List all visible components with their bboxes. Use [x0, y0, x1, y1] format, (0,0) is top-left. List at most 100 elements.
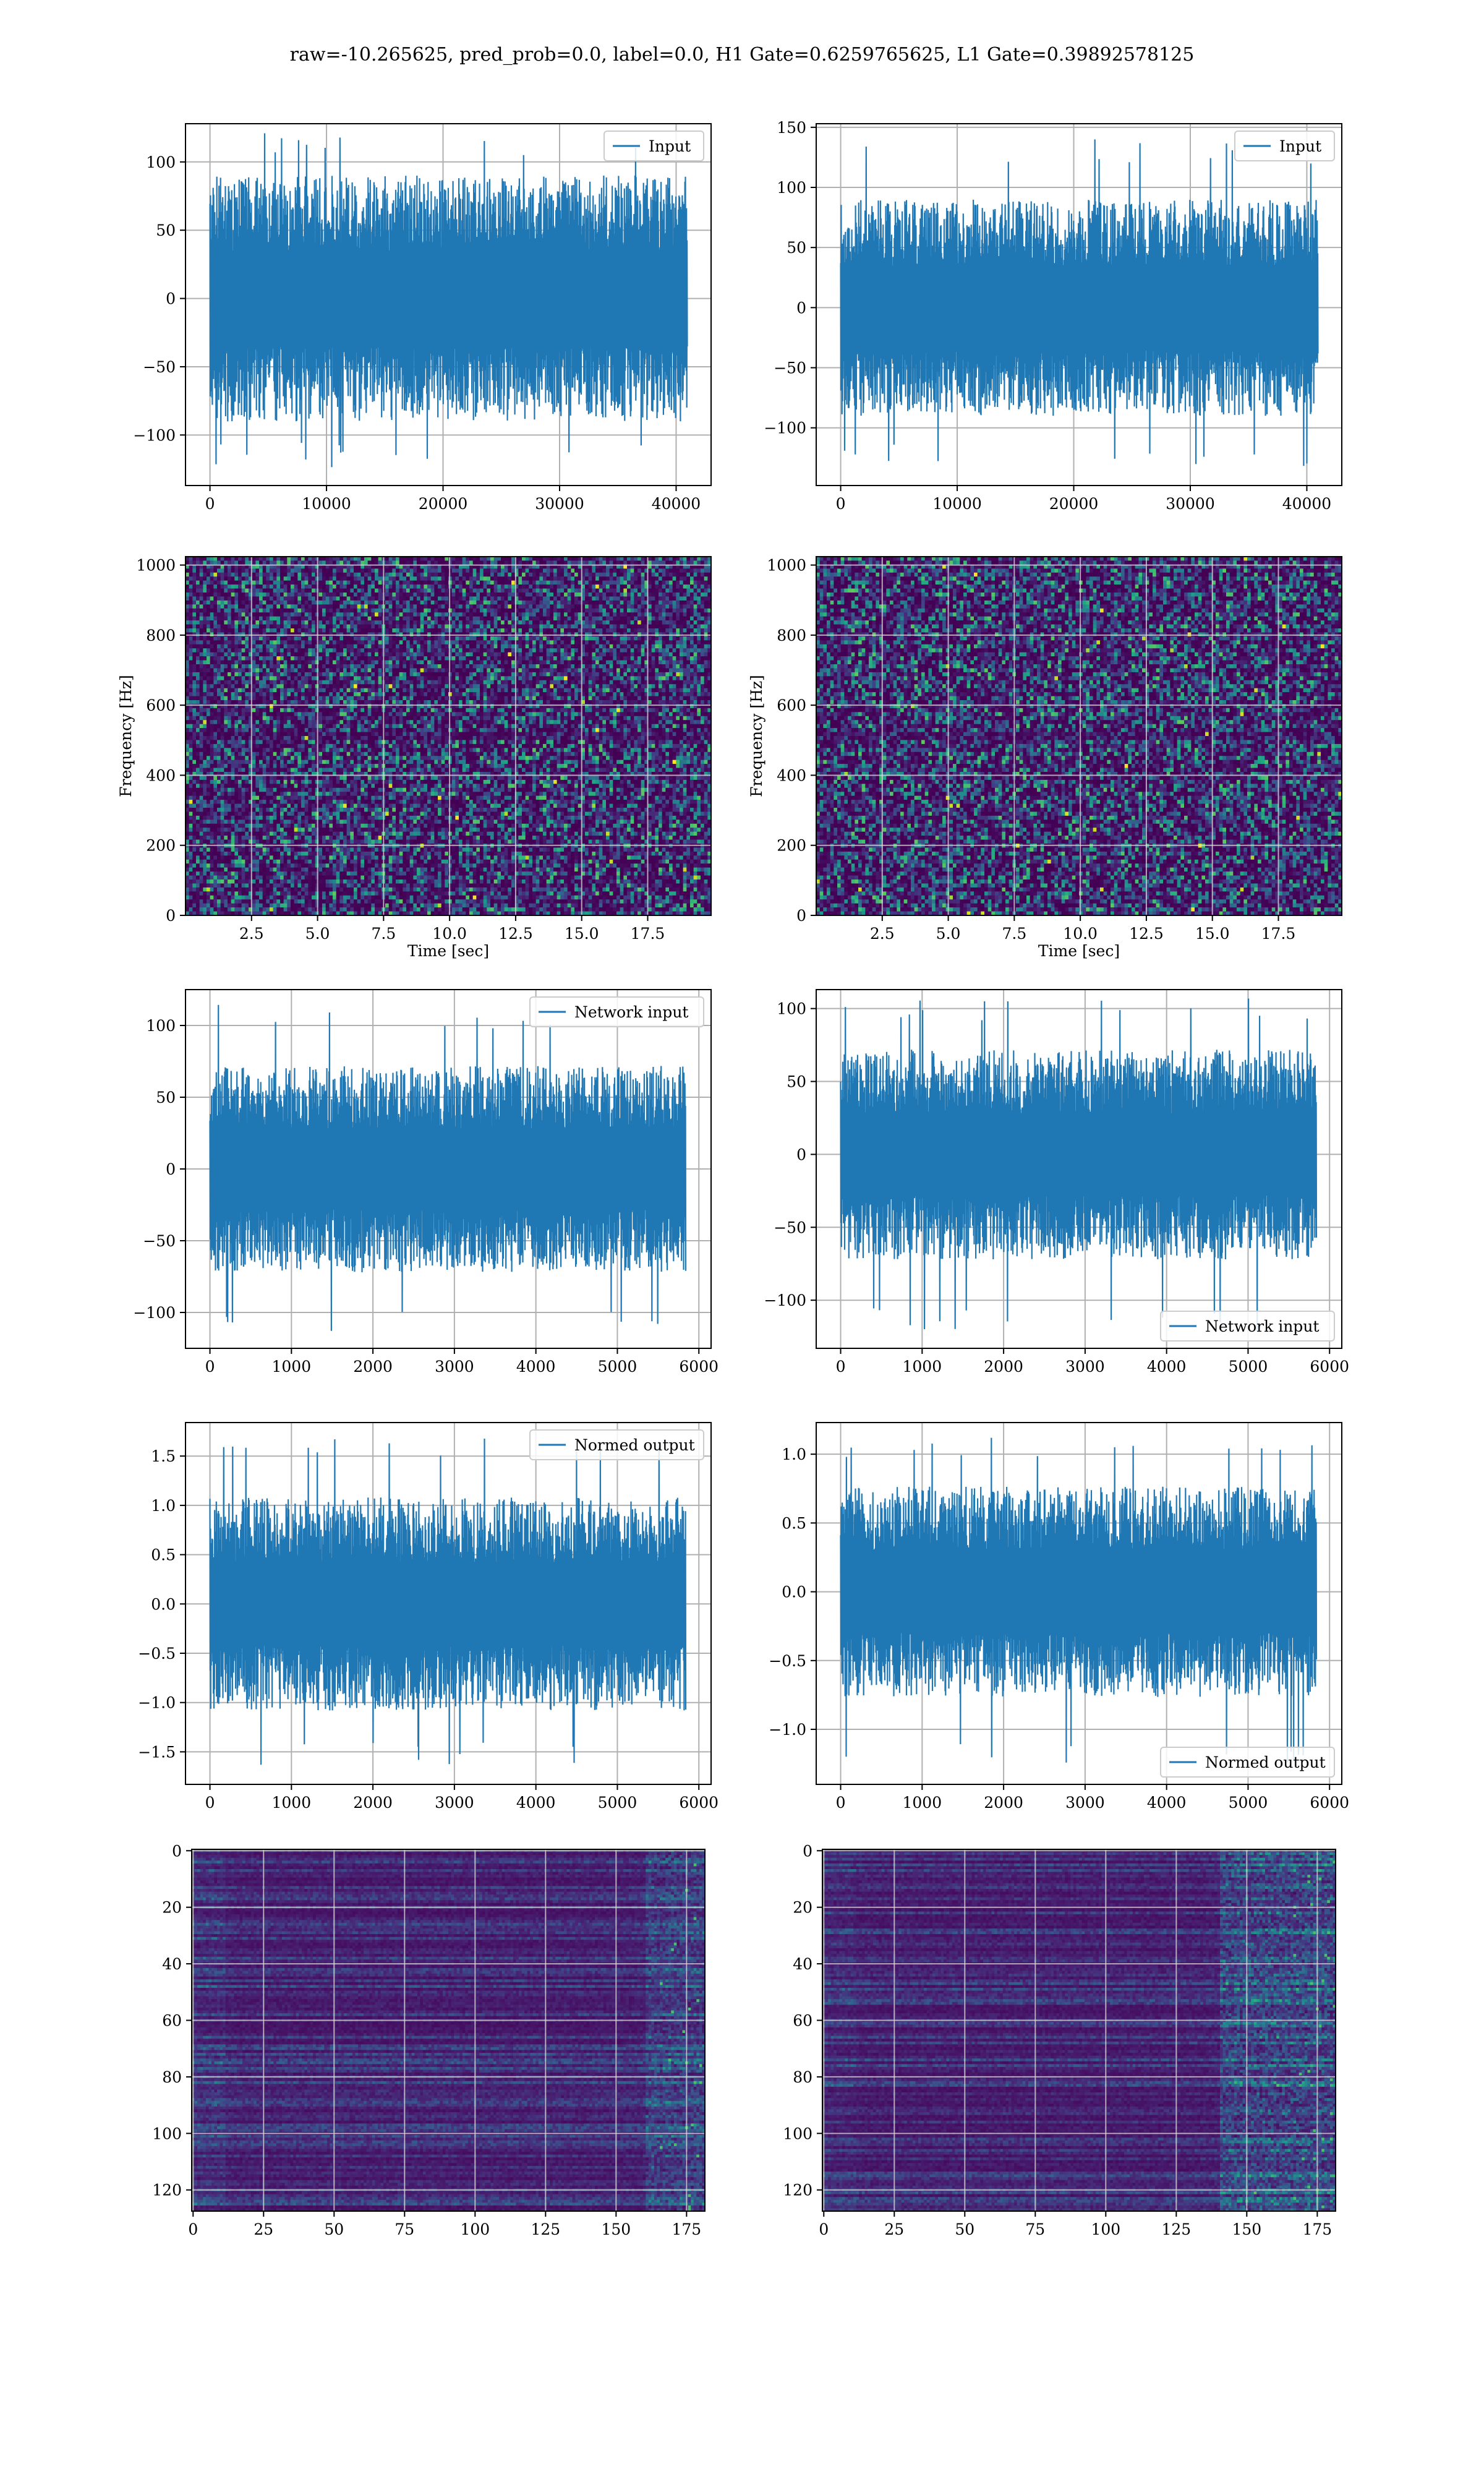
h1-feature-map-xtick-label: 100: [460, 2220, 490, 2238]
h1-input-ytick-label: −50: [143, 358, 176, 376]
l1-spectrogram-xtick-label: 15.0: [1195, 925, 1230, 943]
h1-network-input-legend: Network input: [530, 997, 704, 1027]
l1-normed-output-xtick-label: 5000: [1229, 1794, 1268, 1812]
l1-network-input-ytick-label: −100: [764, 1291, 806, 1309]
l1-input-ytick-label: 150: [777, 119, 806, 137]
l1-input-xtick-label: 40000: [1282, 495, 1332, 513]
h1-spectrogram-xtick-label: 10.0: [432, 925, 467, 943]
h1-normed-output-ytick-label: 1.0: [151, 1497, 176, 1515]
h1-input-ytick-label: 50: [156, 221, 176, 239]
h1-feature-map-ytick-label: 40: [162, 1955, 182, 1973]
l1-network-input-xtick-label: 6000: [1310, 1358, 1349, 1376]
l1-feature-map-xtick-label: 125: [1161, 2220, 1191, 2238]
h1-normed-output-axes: 0 1000 2000 3000 4000 5000 6000−1.5−1.0−0.50.0…: [138, 1423, 719, 1812]
h1-feature-map-ytick-label: 0: [172, 1842, 182, 1860]
h1-input-legend: Input: [604, 131, 704, 161]
h1-input-xtick-label: 10000: [302, 495, 351, 513]
l1-feature-map-xtick-label: 75: [1025, 2220, 1045, 2238]
h1-input-ytick-label: −100: [133, 426, 176, 444]
l1-network-input-ytick-label: 100: [777, 1000, 806, 1018]
h1-feature-map-xtick-label: 125: [531, 2220, 560, 2238]
l1-input-legend-label: Input: [1279, 137, 1321, 155]
l1-spectrogram-ytick-label: 1000: [767, 557, 806, 575]
h1-feature-map-xtick-label: 150: [601, 2220, 631, 2238]
l1-spectrogram-axes: 2.5 5.0 7.5 10.0 12.5 15.0 17.5020040060080010…: [748, 557, 1342, 960]
l1-normed-output-ytick-label: 0.0: [782, 1583, 806, 1601]
h1-spectrogram-xtick-label: 7.5: [371, 925, 396, 943]
l1-feature-map-image: [822, 1849, 1336, 2212]
h1-normed-output-ytick-label: −0.5: [138, 1645, 176, 1663]
l1-normed-output-xtick-label: 3000: [1065, 1794, 1105, 1812]
h1-input-ytick-label: 0: [166, 290, 176, 308]
h1-normed-output-ytick-label: 1.5: [151, 1447, 176, 1465]
l1-spectrogram-xtick-label: 2.5: [870, 925, 895, 943]
l1-normed-output-ytick-label: 0.5: [782, 1514, 806, 1532]
h1-normed-output-legend-label: Normed output: [574, 1436, 695, 1454]
h1-spectrogram-xtick-label: 12.5: [498, 925, 533, 943]
l1-feature-map-ytick-label: 80: [793, 2068, 812, 2086]
l1-network-input-ytick-label: −50: [774, 1218, 806, 1236]
h1-normed-output-ytick-label: −1.5: [138, 1743, 176, 1761]
h1-feature-map-ytick-label: 20: [162, 1899, 182, 1917]
l1-normed-output-xtick-label: 6000: [1310, 1794, 1349, 1812]
l1-spectrogram-ytick-label: 600: [777, 696, 806, 714]
h1-input-xtick-label: 30000: [535, 495, 584, 513]
h1-normed-output-xtick-label: 5000: [598, 1794, 638, 1812]
h1-spectrogram-ylabel: Frequency [Hz]: [117, 675, 135, 797]
subplots: 0 10000 20000 30000 40000−100−50050100Input0…: [117, 119, 1349, 2238]
h1-feature-map-ytick-label: 80: [162, 2068, 182, 2086]
l1-network-input-xtick-label: 0: [836, 1358, 846, 1376]
l1-network-input-legend-label: Network input: [1205, 1317, 1319, 1335]
l1-feature-map-xtick-label: 175: [1302, 2220, 1332, 2238]
l1-input-legend: Input: [1235, 131, 1334, 161]
h1-network-input-ytick-label: −50: [143, 1232, 176, 1250]
h1-network-input-axes: 0 1000 2000 3000 4000 5000 6000−100−50050100Ne…: [133, 990, 719, 1376]
h1-feature-map-plot-area: [192, 1849, 706, 2212]
l1-input-plot-area: [816, 124, 1342, 486]
h1-network-input-ytick-label: 0: [166, 1160, 176, 1178]
h1-feature-map-ytick-label: 120: [152, 2181, 182, 2199]
h1-normed-output-ytick-label: −1.0: [138, 1694, 176, 1712]
l1-spectrogram-xtick-label: 7.5: [1002, 925, 1026, 943]
l1-feature-map-ytick-label: 0: [803, 1842, 812, 1860]
l1-spectrogram-xtick-label: 17.5: [1261, 925, 1296, 943]
h1-feature-map-image: [192, 1849, 706, 2212]
h1-spectrogram-ytick-label: 1000: [136, 557, 176, 575]
h1-input-ytick-label: 100: [146, 153, 176, 171]
l1-input-xtick-label: 20000: [1049, 495, 1099, 513]
l1-network-input-xtick-label: 4000: [1147, 1358, 1187, 1376]
h1-network-input-xtick-label: 4000: [516, 1358, 556, 1376]
h1-network-input-xtick-label: 3000: [435, 1358, 474, 1376]
l1-spectrogram-xlabel: Time [sec]: [1038, 942, 1120, 960]
l1-input-ytick-label: 0: [796, 299, 806, 317]
h1-network-input-xtick-label: 1000: [272, 1358, 312, 1376]
l1-normed-output-legend-label: Normed output: [1205, 1753, 1326, 1771]
l1-spectrogram-xtick-label: 10.0: [1063, 925, 1098, 943]
l1-normed-output-xtick-label: 1000: [903, 1794, 942, 1812]
h1-network-input-plot-area: [186, 990, 711, 1348]
h1-spectrogram-axes: 2.5 5.0 7.5 10.0 12.5 15.0 17.5020040060080010…: [117, 557, 712, 960]
figure-suptitle: raw=-10.265625, pred_prob=0.0, label=0.0…: [290, 44, 1195, 66]
l1-network-input-xtick-label: 3000: [1065, 1358, 1105, 1376]
l1-input-xtick-label: 10000: [932, 495, 982, 513]
h1-spectrogram-plot-area: [186, 557, 712, 916]
h1-input-legend-label: Input: [649, 137, 691, 155]
h1-spectrogram-ytick-label: 0: [166, 907, 176, 925]
h1-spectrogram-image: [186, 557, 712, 916]
l1-input-xtick-label: 0: [836, 495, 846, 513]
h1-feature-map-xtick-label: 25: [254, 2220, 273, 2238]
l1-input-ytick-label: −50: [774, 359, 806, 377]
h1-network-input-ytick-label: −100: [133, 1304, 176, 1322]
h1-spectrogram-xtick-label: 5.0: [305, 925, 330, 943]
h1-spectrogram-xtick-label: 15.0: [565, 925, 599, 943]
h1-feature-map-xtick-label: 50: [324, 2220, 344, 2238]
h1-input-xtick-label: 20000: [419, 495, 468, 513]
h1-feature-map-xtick-label: 0: [188, 2220, 198, 2238]
l1-spectrogram-ytick-label: 200: [777, 837, 806, 855]
l1-normed-output-ytick-label: 1.0: [782, 1445, 806, 1463]
h1-spectrogram-ytick-label: 400: [146, 766, 176, 784]
l1-spectrogram-xtick-label: 12.5: [1129, 925, 1164, 943]
l1-feature-map-plot-area: [822, 1849, 1336, 2212]
l1-input-xtick-label: 30000: [1166, 495, 1215, 513]
